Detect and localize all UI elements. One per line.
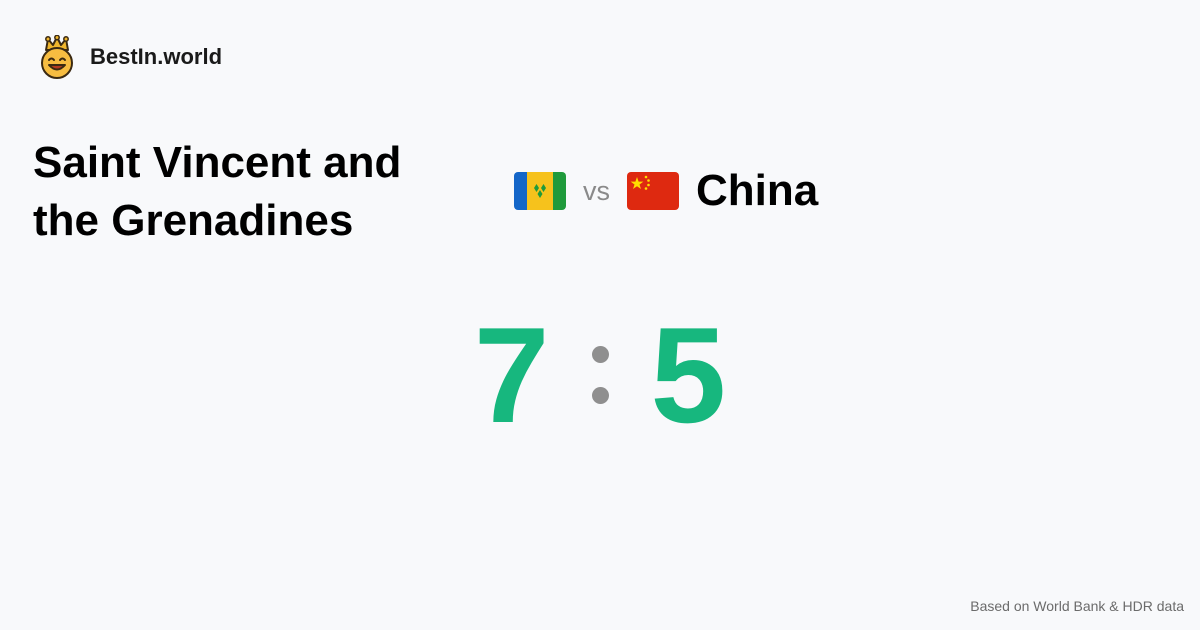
flag-china-icon xyxy=(627,172,679,210)
vs-label: vs xyxy=(583,175,610,206)
separator-dot-top xyxy=(591,346,609,363)
separator-dot-bottom xyxy=(591,387,609,404)
brand-name: BestIn.world xyxy=(90,44,223,69)
right-score: 5 xyxy=(650,299,727,451)
right-country-name: China xyxy=(696,166,819,215)
left-country-name: Saint Vincent and the Grenadines xyxy=(33,138,402,245)
score: 7 5 xyxy=(0,300,1200,450)
flag-saint-vincent-and-the-grenadines-icon xyxy=(514,172,566,210)
score-separator xyxy=(591,346,609,404)
left-score: 7 xyxy=(473,299,550,451)
crowned-smiley-icon xyxy=(38,34,76,79)
comparison-row: vs China xyxy=(514,162,818,220)
source-note: Based on World Bank & HDR data xyxy=(970,598,1184,614)
brand[interactable]: BestIn.world xyxy=(38,34,223,79)
